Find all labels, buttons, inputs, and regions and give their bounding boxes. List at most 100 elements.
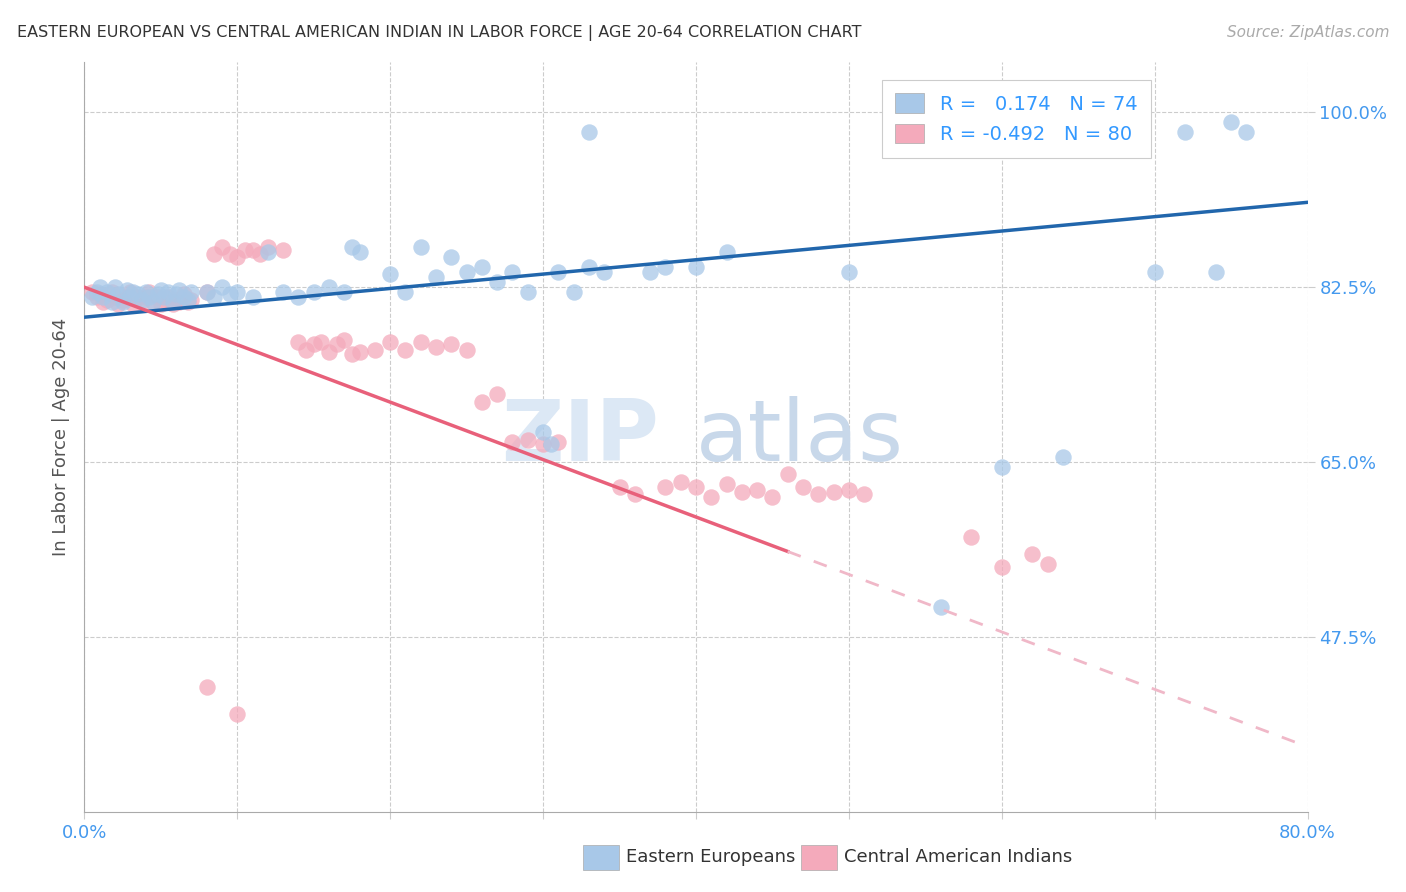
Point [1174,125,1197,139]
Point [257,245,280,260]
Point [271,244,294,258]
Point [991,560,1014,574]
Point [142,295,165,310]
Point [249,247,271,261]
Point [716,477,738,491]
Point [195,680,218,694]
Point [776,467,799,481]
Point [111,295,134,310]
Point [89,280,111,294]
Text: atlas: atlas [696,395,904,479]
Point [115,290,138,304]
Point [91,295,114,310]
Point [669,475,692,489]
Point [883,117,905,131]
Point [502,435,524,450]
Point [287,335,309,350]
Point [157,285,180,300]
Point [325,337,347,351]
Point [226,250,249,264]
Point [853,487,876,501]
Point [146,287,169,301]
Point [547,265,569,279]
Point [120,290,142,304]
Point [1143,265,1166,279]
Point [138,285,160,300]
Point [96,285,118,300]
Point [233,244,256,258]
Point [167,283,190,297]
Point [80,290,103,304]
Point [218,247,240,261]
Point [195,285,218,300]
Point [380,267,402,281]
Point [135,290,157,304]
Point [340,240,363,254]
Point [425,270,447,285]
Text: Central American Indians: Central American Indians [844,848,1071,866]
Point [471,260,494,275]
Legend: R =   0.174   N = 74, R = -0.492   N = 80: R = 0.174 N = 74, R = -0.492 N = 80 [882,79,1152,158]
Point [349,245,371,260]
Point [685,260,707,275]
Point [380,335,402,350]
Point [349,345,371,359]
Point [242,290,264,304]
Point [153,293,176,308]
Point [167,295,190,310]
Point [516,433,538,447]
Point [135,285,157,300]
Point [177,293,200,308]
Point [1236,125,1258,139]
Point [195,285,218,300]
Point [394,285,416,300]
Point [226,285,249,300]
Point [162,297,184,311]
Point [654,260,676,275]
Point [440,337,463,351]
Point [242,244,264,258]
Point [226,706,249,721]
Point [271,285,294,300]
Point [456,343,478,358]
Point [218,287,240,301]
Point [111,293,134,308]
Point [177,295,200,310]
Point [609,480,631,494]
Point [654,480,676,494]
Point [823,485,845,500]
Point [202,290,225,304]
Point [120,285,142,300]
Point [173,290,195,304]
Point [1036,557,1059,571]
Point [157,290,180,304]
Point [516,285,538,300]
Text: Source: ZipAtlas.com: Source: ZipAtlas.com [1226,25,1389,40]
Point [991,460,1014,475]
Point [716,245,738,260]
Point [333,333,356,347]
Point [340,347,363,361]
Point [838,483,860,497]
Point [471,395,494,409]
Point [91,290,114,304]
Point [547,435,569,450]
Point [1220,115,1243,129]
Point [333,285,356,300]
Point [257,240,280,254]
Point [131,295,153,310]
Point [502,265,524,279]
Point [409,240,432,254]
Point [153,290,176,304]
Point [86,290,108,304]
Point [929,599,952,614]
Point [180,293,202,308]
Point [180,285,202,300]
Point [486,275,509,289]
Point [149,297,172,311]
Y-axis label: In Labor Force | Age 20-64: In Labor Force | Age 20-64 [52,318,70,557]
Point [101,295,124,310]
Point [409,335,432,350]
Point [440,250,463,264]
Point [731,485,754,500]
